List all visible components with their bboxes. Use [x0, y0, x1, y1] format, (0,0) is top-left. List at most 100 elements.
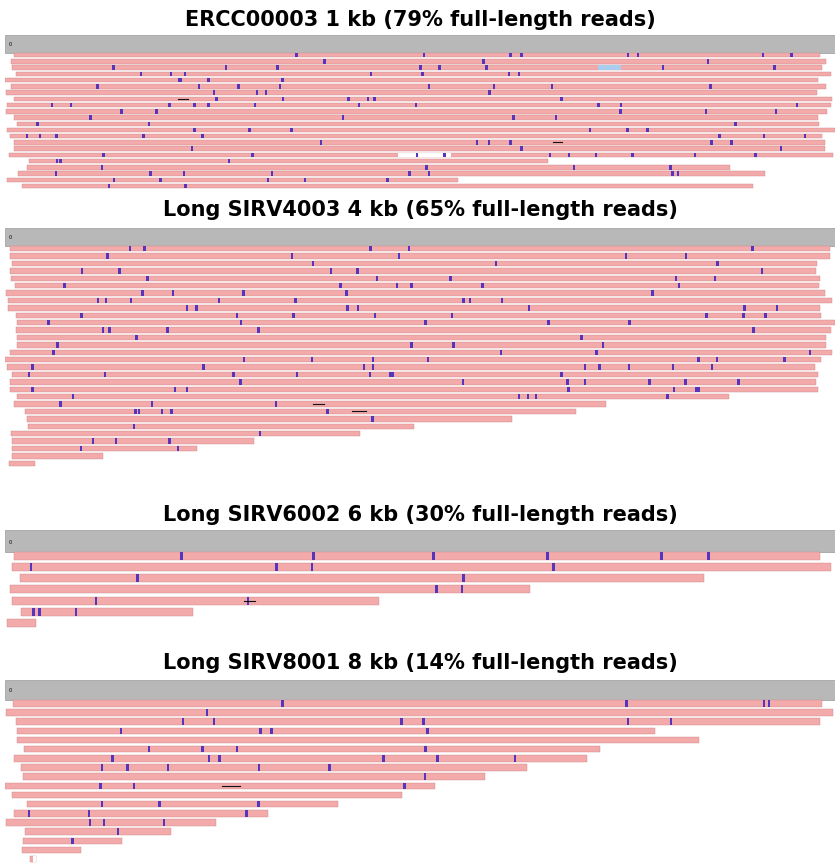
Bar	[101, 801, 103, 808]
Bar	[754, 153, 757, 157]
Bar	[584, 365, 586, 370]
Bar	[29, 563, 32, 571]
Bar	[408, 246, 411, 251]
Bar	[738, 379, 740, 384]
Bar	[345, 290, 348, 295]
Bar	[481, 283, 484, 289]
Bar	[275, 402, 277, 407]
Bar	[133, 783, 135, 789]
Bar	[422, 72, 424, 76]
Bar	[28, 372, 30, 377]
Bar	[9, 461, 34, 466]
Bar	[141, 290, 144, 295]
Bar	[436, 755, 438, 761]
Bar	[627, 128, 629, 132]
Bar	[796, 103, 799, 107]
Bar	[596, 350, 598, 355]
Bar	[207, 103, 210, 107]
Bar	[400, 718, 402, 725]
Bar	[59, 159, 61, 163]
Bar	[15, 283, 819, 289]
Bar	[108, 327, 111, 333]
Bar	[148, 746, 150, 753]
Bar	[311, 357, 313, 362]
Bar	[160, 177, 162, 182]
Bar	[568, 153, 570, 157]
Bar	[233, 372, 235, 377]
Bar	[416, 153, 418, 157]
Bar	[619, 109, 622, 113]
Bar	[514, 755, 517, 761]
Bar	[213, 718, 215, 725]
Bar	[120, 727, 123, 734]
Bar	[151, 402, 154, 407]
Bar	[243, 357, 245, 362]
Bar	[602, 342, 605, 347]
Bar	[662, 66, 664, 70]
Bar	[105, 298, 108, 303]
Bar	[517, 394, 520, 399]
Bar	[560, 372, 563, 377]
Bar	[706, 313, 708, 318]
Bar	[208, 755, 210, 761]
Bar	[369, 246, 371, 251]
Bar	[260, 727, 262, 734]
Bar	[627, 718, 629, 725]
Bar	[50, 103, 53, 107]
Bar	[23, 773, 485, 780]
Bar	[8, 619, 36, 627]
Bar	[13, 791, 402, 798]
Bar	[507, 72, 510, 76]
Bar	[12, 438, 255, 444]
Bar	[296, 53, 298, 58]
Bar	[403, 783, 406, 789]
Bar	[254, 103, 256, 107]
Bar	[179, 78, 181, 82]
Bar	[675, 276, 677, 281]
Bar	[375, 276, 378, 281]
Bar	[356, 268, 359, 274]
Bar	[28, 810, 30, 816]
Bar	[158, 801, 160, 808]
Bar	[281, 78, 284, 82]
Bar	[14, 552, 820, 560]
Bar	[567, 386, 570, 392]
Bar	[163, 819, 165, 826]
Bar	[411, 283, 413, 289]
Bar	[743, 305, 746, 310]
Text: ERCC00003 1 kb (79% full-length reads): ERCC00003 1 kb (79% full-length reads)	[185, 10, 655, 30]
Bar	[249, 128, 251, 132]
Bar	[197, 84, 200, 89]
Bar	[102, 153, 105, 157]
Bar	[312, 552, 315, 560]
Bar	[625, 253, 627, 258]
Bar	[92, 438, 94, 444]
Bar	[501, 298, 503, 303]
Bar	[228, 159, 230, 163]
Bar	[108, 184, 110, 188]
Bar	[146, 276, 149, 281]
Bar	[99, 783, 102, 789]
Bar	[14, 53, 820, 58]
Bar	[427, 357, 429, 362]
Bar	[139, 72, 142, 76]
Bar	[707, 552, 710, 560]
Bar	[107, 253, 109, 258]
Bar	[339, 283, 342, 289]
Bar	[462, 575, 465, 582]
Bar	[55, 134, 58, 138]
Bar	[311, 563, 313, 571]
Bar	[711, 365, 713, 370]
Bar	[363, 365, 365, 370]
Bar	[5, 78, 818, 82]
Bar	[12, 66, 822, 70]
Bar	[281, 700, 284, 707]
Bar	[292, 313, 295, 318]
Bar	[535, 394, 538, 399]
Bar	[527, 394, 529, 399]
Bar	[215, 97, 218, 101]
Bar	[161, 409, 164, 414]
Bar	[5, 228, 835, 246]
Bar	[14, 402, 606, 407]
Bar	[685, 379, 687, 384]
